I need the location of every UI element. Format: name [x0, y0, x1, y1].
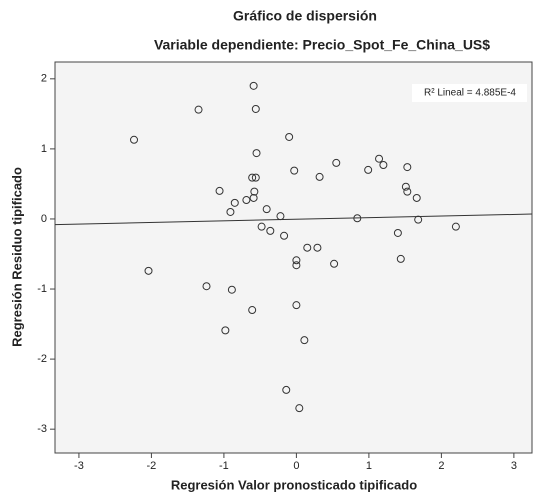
point: [379, 161, 388, 170]
point: [300, 336, 309, 345]
point: [412, 193, 421, 202]
point: [257, 222, 266, 231]
point: [330, 259, 339, 268]
point: [251, 173, 260, 182]
point: [393, 228, 402, 237]
point: [250, 187, 259, 196]
plot-area: [54, 61, 533, 454]
y-tick-label: 1: [41, 143, 47, 155]
point: [251, 104, 260, 113]
point: [249, 81, 258, 90]
point: [130, 135, 139, 144]
point: [403, 163, 412, 172]
point: [248, 173, 257, 182]
point: [202, 282, 211, 291]
x-tick-label: 0: [293, 460, 299, 472]
point: [194, 105, 203, 114]
annotation: R² Lineal = 4.885E-4: [424, 88, 516, 99]
point: [303, 243, 312, 252]
point: [262, 205, 271, 214]
point: [332, 158, 341, 167]
chart-title: Gráfico de dispersión: [233, 8, 377, 24]
point: [242, 196, 251, 205]
point: [144, 266, 153, 275]
y-tick-label: 0: [41, 213, 47, 225]
y-tick-label: -1: [37, 283, 47, 295]
x-tick-label: -3: [74, 460, 84, 472]
point: [252, 149, 261, 158]
point: [313, 243, 322, 252]
point: [401, 182, 410, 191]
point: [295, 404, 304, 413]
point: [226, 207, 235, 216]
point: [396, 254, 405, 263]
x-tick-label: -1: [219, 460, 229, 472]
x-tick-label: 2: [438, 460, 444, 472]
point: [353, 214, 362, 223]
x-tick-label: 1: [366, 460, 372, 472]
point: [290, 166, 299, 175]
fit-line: [54, 213, 533, 226]
point: [364, 165, 373, 174]
point: [280, 231, 289, 240]
point: [315, 172, 324, 181]
y-tick-label: -2: [37, 353, 47, 365]
point: [227, 285, 236, 294]
x-axis-title: Regresión Valor pronosticado tipificado: [171, 477, 417, 492]
point: [285, 132, 294, 141]
point: [292, 261, 301, 270]
x-tick-label: -2: [147, 460, 157, 472]
point: [375, 154, 384, 163]
point: [249, 193, 258, 202]
y-tick-label: 2: [41, 73, 47, 85]
chart-subtitle: Variable dependiente: Precio_Spot_Fe_Chi…: [154, 37, 490, 53]
point: [292, 256, 301, 265]
point: [292, 301, 301, 310]
point: [221, 326, 230, 335]
point: [451, 222, 460, 231]
annotation-box: [412, 84, 527, 102]
y-tick-label: -3: [37, 423, 47, 435]
point: [215, 186, 224, 195]
point: [282, 385, 291, 394]
point: [230, 198, 239, 207]
x-tick-label: 3: [511, 460, 517, 472]
point: [266, 226, 275, 235]
point: [403, 187, 412, 196]
point: [276, 212, 285, 221]
y-axis-title: Regresión Residuo tipificado: [9, 167, 24, 347]
point: [414, 215, 423, 224]
point: [248, 306, 257, 315]
